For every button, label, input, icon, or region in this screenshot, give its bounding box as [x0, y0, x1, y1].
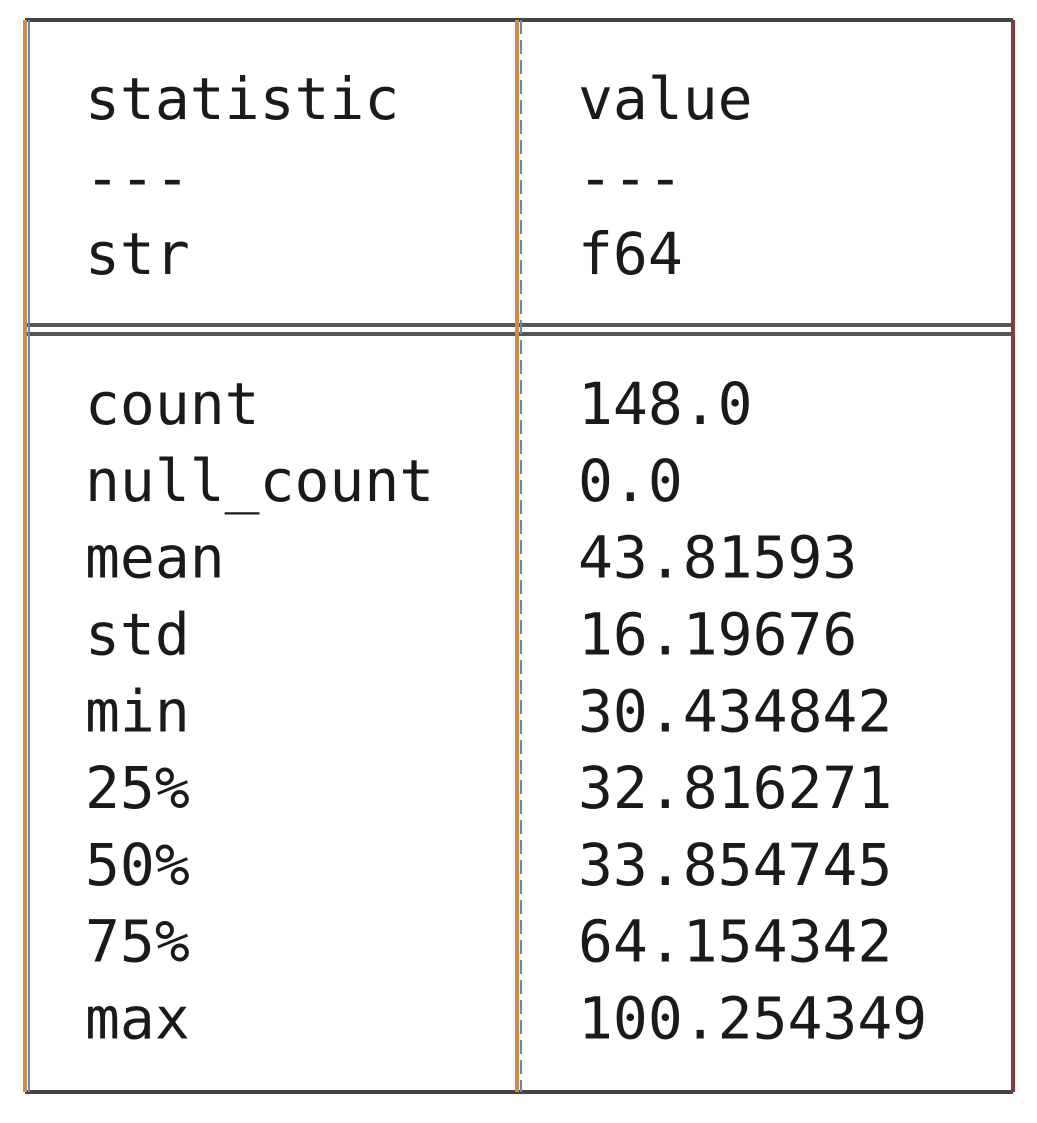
cell: 33.854745	[578, 831, 892, 899]
cell: 148.0	[578, 370, 753, 438]
cell: max	[85, 985, 190, 1053]
cell: 32.816271	[578, 754, 892, 822]
cell: 30.434842	[578, 677, 892, 745]
cell: 0.0	[578, 447, 683, 515]
column-dtype: str	[85, 220, 190, 288]
column-header: statistic	[85, 65, 399, 133]
cell: 43.81593	[578, 524, 857, 592]
header-separator: ---	[578, 144, 683, 212]
cell: 50%	[85, 831, 190, 899]
header-separator: ---	[85, 144, 190, 212]
cell: 75%	[85, 908, 190, 976]
cell: count	[85, 370, 260, 438]
cell: 25%	[85, 754, 190, 822]
cell: min	[85, 677, 190, 745]
cell: 64.154342	[578, 908, 892, 976]
cell: std	[85, 601, 190, 669]
cell: 16.19676	[578, 601, 857, 669]
cell: null_count	[85, 447, 434, 515]
cell: mean	[85, 524, 225, 592]
column-header: value	[578, 65, 753, 133]
cell: 100.254349	[578, 985, 927, 1053]
column-dtype: f64	[578, 220, 683, 288]
